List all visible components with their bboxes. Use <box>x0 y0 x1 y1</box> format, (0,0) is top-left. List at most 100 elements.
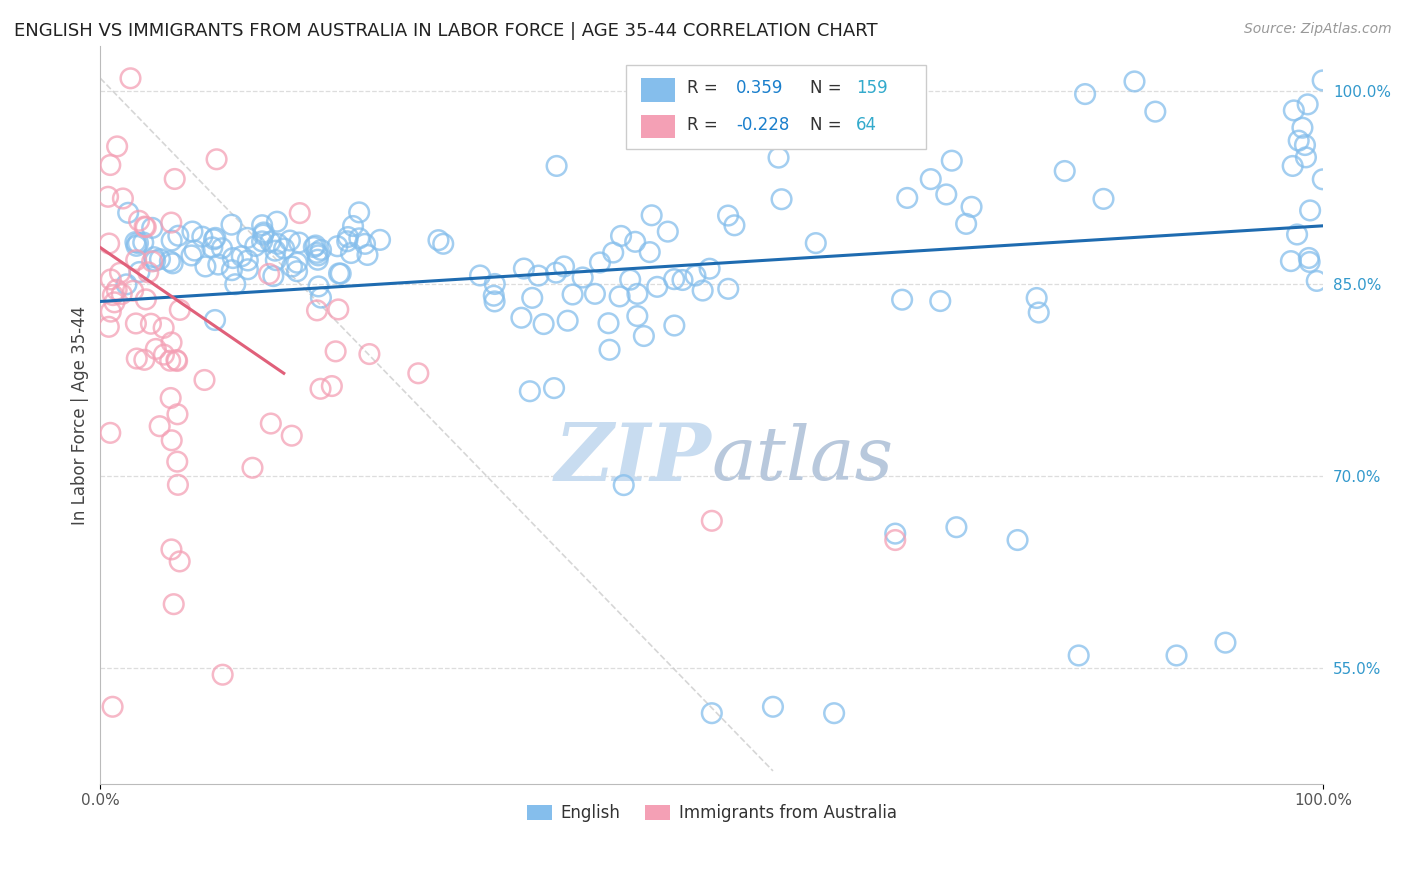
Point <box>645 280 668 294</box>
Point <box>1281 159 1303 173</box>
Point <box>236 262 259 277</box>
Point <box>236 231 259 245</box>
Point <box>115 277 138 292</box>
Point <box>307 252 329 267</box>
Point <box>288 206 311 220</box>
Point <box>1312 73 1334 87</box>
Point <box>143 250 166 264</box>
Point <box>205 153 228 167</box>
Point <box>633 329 655 343</box>
Point <box>231 249 253 263</box>
Point <box>955 217 977 231</box>
Point <box>1123 74 1146 88</box>
Point <box>273 242 295 256</box>
Point <box>285 255 308 269</box>
Point <box>1166 648 1188 663</box>
Point <box>160 335 183 350</box>
Point <box>929 294 952 309</box>
Point <box>305 303 328 318</box>
Point <box>167 478 190 492</box>
Point <box>484 277 506 291</box>
Point <box>1007 533 1029 547</box>
Point <box>884 533 907 547</box>
Point <box>896 191 918 205</box>
Point <box>408 366 430 380</box>
Point <box>1215 635 1237 649</box>
Point <box>1312 172 1334 186</box>
Point <box>127 235 149 250</box>
Point <box>125 239 148 253</box>
Point <box>1296 97 1319 112</box>
Point <box>342 219 364 233</box>
Point <box>183 244 205 258</box>
Point <box>134 219 156 234</box>
Point <box>571 270 593 285</box>
Point <box>1298 255 1320 269</box>
Text: N =: N = <box>810 116 846 134</box>
Point <box>101 699 124 714</box>
Point <box>252 227 274 242</box>
Point <box>1028 305 1050 319</box>
Point <box>162 256 184 270</box>
Point <box>692 284 714 298</box>
Point <box>1092 192 1115 206</box>
Point <box>347 205 370 219</box>
Point <box>204 231 226 245</box>
Point <box>321 379 343 393</box>
Point <box>354 236 377 251</box>
Point <box>242 460 264 475</box>
Point <box>804 236 827 251</box>
Point <box>259 235 281 249</box>
Point <box>280 428 302 442</box>
Point <box>762 699 785 714</box>
Point <box>160 234 183 248</box>
Point <box>626 309 648 323</box>
Point <box>513 261 536 276</box>
Point <box>285 264 308 278</box>
Point <box>222 251 245 265</box>
Point <box>262 269 284 284</box>
Point <box>143 253 166 268</box>
Text: 64: 64 <box>856 116 877 134</box>
Point <box>166 455 188 469</box>
Point <box>308 279 330 293</box>
Point <box>1282 103 1305 118</box>
Point <box>610 228 633 243</box>
Text: R =: R = <box>688 116 723 134</box>
Point <box>136 265 159 279</box>
Point <box>326 239 349 253</box>
Point <box>207 258 229 272</box>
Point <box>897 114 920 128</box>
Point <box>135 220 157 235</box>
Point <box>98 425 121 440</box>
Point <box>165 353 187 368</box>
Point <box>468 268 491 283</box>
Point <box>662 272 685 286</box>
Point <box>149 419 172 434</box>
Point <box>100 272 122 286</box>
Point <box>1144 104 1167 119</box>
Point <box>1025 291 1047 305</box>
Point <box>368 233 391 247</box>
Point <box>1294 138 1316 153</box>
Point <box>159 353 181 368</box>
Point <box>264 244 287 258</box>
Point <box>484 294 506 309</box>
Point <box>159 391 181 405</box>
Point <box>527 268 550 283</box>
Point <box>941 153 963 168</box>
Point <box>561 287 583 301</box>
Point <box>1306 274 1329 288</box>
Point <box>519 384 541 399</box>
Point <box>250 218 273 232</box>
Point <box>359 347 381 361</box>
Point <box>221 218 243 232</box>
Point <box>125 351 148 366</box>
Legend: English, Immigrants from Australia: English, Immigrants from Australia <box>522 799 901 827</box>
Point <box>1279 254 1302 268</box>
Point <box>266 215 288 229</box>
Point <box>139 317 162 331</box>
Point <box>160 434 183 448</box>
Point <box>163 597 186 611</box>
Point <box>125 253 148 268</box>
